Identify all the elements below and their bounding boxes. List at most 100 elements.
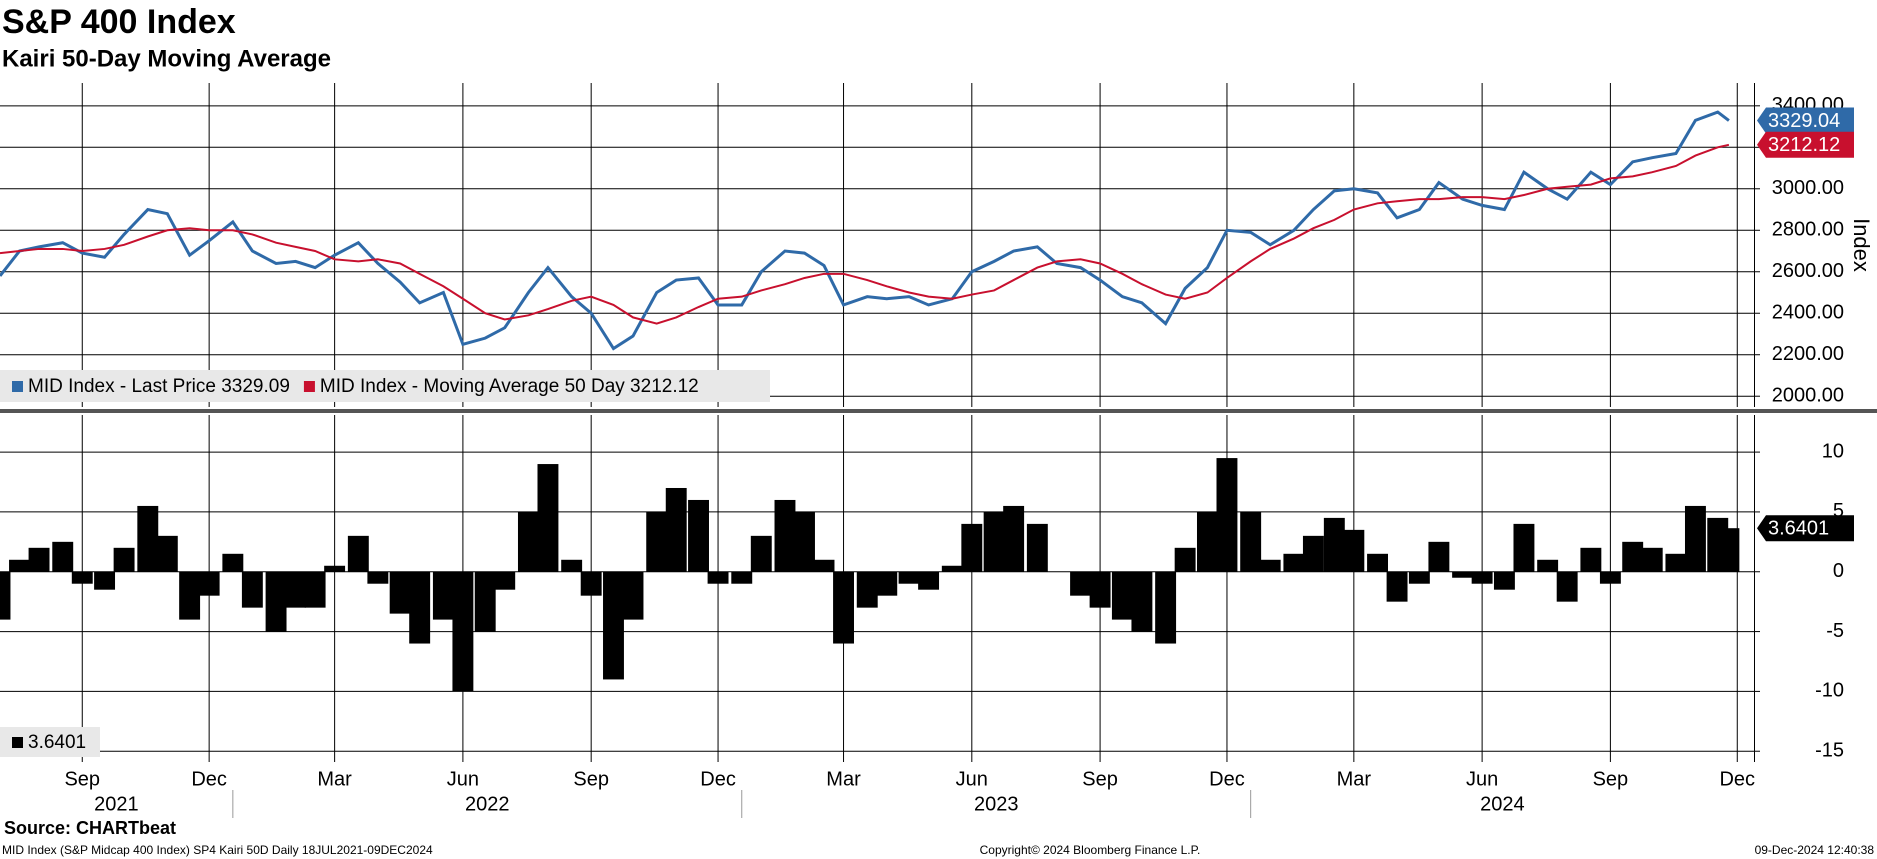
y-tick-label: 3000.00	[1772, 177, 1844, 199]
bar	[452, 571, 474, 692]
x-tick-label: Mar	[317, 768, 352, 790]
bar	[1003, 505, 1025, 572]
bar	[1302, 535, 1324, 572]
bar	[241, 571, 263, 608]
x-tick-label: Dec	[700, 768, 736, 790]
x-tick-label: Jun	[447, 768, 479, 790]
legend-swatch	[12, 737, 23, 748]
bar	[1622, 541, 1644, 572]
bar	[1367, 553, 1389, 572]
bar	[1556, 571, 1578, 602]
y-tick-label: 5	[1833, 500, 1844, 522]
bar	[1089, 571, 1111, 608]
bar	[94, 571, 116, 590]
bar	[304, 571, 326, 608]
year-label: 2021	[94, 793, 139, 815]
bar	[389, 571, 411, 614]
bar	[1580, 547, 1602, 572]
footer-description: MID Index (S&P Midcap 400 Index) SP4 Kai…	[2, 843, 433, 857]
legend-swatch	[303, 381, 315, 392]
bar	[9, 559, 30, 572]
bar	[1471, 571, 1493, 584]
bar	[1408, 571, 1430, 584]
legend-label: MID Index - Last Price 3329.09	[28, 376, 290, 397]
line-series	[0, 143, 1730, 325]
bar	[1343, 529, 1365, 572]
bar	[983, 511, 1005, 572]
year-label: 2024	[1480, 793, 1525, 815]
bar	[1665, 553, 1687, 572]
bar	[494, 571, 516, 590]
legend-background	[0, 370, 770, 402]
bar	[1070, 571, 1092, 596]
bar	[1111, 571, 1133, 620]
year-label: 2023	[974, 793, 1019, 815]
bar	[265, 571, 287, 632]
bar	[1537, 559, 1559, 572]
bar	[1259, 559, 1281, 572]
x-tick-label: Sep	[64, 768, 100, 790]
bar	[1196, 511, 1218, 572]
bar	[537, 464, 559, 572]
bar	[665, 487, 687, 572]
bar	[1493, 571, 1515, 590]
bar	[1216, 458, 1238, 572]
end-label-box	[1757, 131, 1854, 158]
bar	[1428, 541, 1450, 572]
x-tick-label: Sep	[1593, 768, 1629, 790]
bar	[517, 511, 539, 572]
bar	[731, 571, 753, 584]
bar	[1599, 571, 1621, 584]
bar	[1386, 571, 1408, 602]
bar	[1323, 517, 1345, 572]
y-tick-label: 2200.00	[1772, 343, 1844, 365]
bar	[347, 535, 369, 572]
bar	[622, 571, 644, 620]
copyright: Copyright© 2024 Bloomberg Finance L.P.	[980, 843, 1201, 857]
bar	[432, 571, 454, 620]
bar	[876, 571, 898, 596]
bar	[1283, 553, 1305, 572]
bar	[285, 571, 307, 608]
bar	[1240, 511, 1262, 572]
bar	[561, 559, 583, 572]
legend-label: 3.6401	[28, 732, 86, 753]
bar	[156, 535, 178, 572]
bar	[961, 523, 983, 572]
bar	[856, 571, 878, 608]
y-tick-label: 2000.00	[1772, 384, 1844, 406]
y-tick-label: 10	[1822, 440, 1844, 462]
end-label-box	[1757, 515, 1854, 542]
bar	[1155, 571, 1177, 644]
y-tick-label: 0	[1833, 560, 1844, 582]
y-axis-title: Index	[1849, 218, 1874, 272]
bar	[198, 571, 220, 596]
bar	[113, 547, 135, 572]
bar	[688, 499, 709, 572]
bar	[898, 571, 920, 584]
bar	[646, 511, 668, 572]
end-label: 3212.12	[1768, 134, 1840, 156]
panel-divider	[0, 409, 1877, 413]
end-label: 3.6401	[1768, 517, 1829, 539]
bar	[918, 571, 940, 590]
x-tick-label: Sep	[573, 768, 609, 790]
bar	[71, 571, 93, 584]
bar	[1513, 523, 1535, 572]
x-tick-label: Dec	[191, 768, 227, 790]
x-tick-label: Mar	[826, 768, 861, 790]
y-tick-label: 2800.00	[1772, 219, 1844, 241]
y-tick-label: 2400.00	[1772, 302, 1844, 324]
y-tick-label: -15	[1815, 740, 1844, 762]
bar	[28, 547, 50, 572]
x-tick-label: Dec	[1209, 768, 1245, 790]
bar	[750, 535, 772, 572]
timestamp: 09-Dec-2024 12:40:38	[1755, 843, 1875, 857]
y-tick-label: 2600.00	[1772, 260, 1844, 282]
bar	[137, 505, 159, 572]
bar	[1452, 571, 1474, 578]
bar	[474, 571, 496, 632]
x-tick-label: Dec	[1719, 768, 1755, 790]
bar	[0, 571, 11, 620]
x-tick-label: Jun	[956, 768, 988, 790]
